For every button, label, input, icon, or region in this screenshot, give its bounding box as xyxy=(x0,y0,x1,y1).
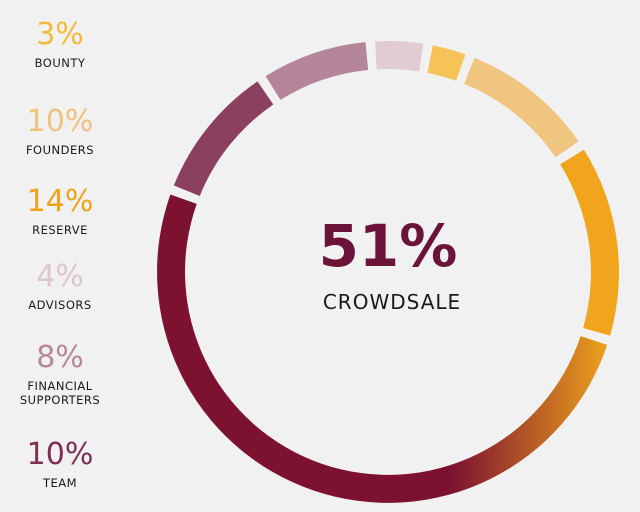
legend-item-reserve: 14% RESERVE xyxy=(0,184,120,238)
legend-value: 10% xyxy=(26,104,94,139)
legend-item-advisors: 4% ADVISORS xyxy=(0,259,120,313)
legend-item-financial-supporters: 8% FINANCIAL SUPPORTERS xyxy=(0,340,120,408)
legend-item-team: 10% TEAM xyxy=(0,437,120,491)
slice-financial-supporters xyxy=(265,42,369,100)
legend-label: ADVISORS xyxy=(28,298,92,312)
legend-label: BOUNTY xyxy=(34,56,86,70)
legend-value: 14% xyxy=(26,184,94,219)
slice-team xyxy=(173,81,274,196)
legend-label: FINANCIAL SUPPORTERS xyxy=(19,379,101,407)
legend-item-bounty: 3% BOUNTY xyxy=(0,17,120,71)
legend-value: 3% xyxy=(36,17,84,52)
slice-reserve xyxy=(560,149,619,336)
slice-bounty xyxy=(427,45,466,81)
donut-slices xyxy=(157,41,619,503)
legend-label: FOUNDERS xyxy=(25,143,95,157)
legend-item-founders: 10% FOUNDERS xyxy=(0,104,120,158)
chart-legend: 3% BOUNTY 10% FOUNDERS 14% RESERVE 4% AD… xyxy=(0,0,120,512)
legend-value: 10% xyxy=(26,437,94,472)
legend-value: 4% xyxy=(36,259,84,294)
slice-founders xyxy=(464,57,579,158)
legend-label: RESERVE xyxy=(32,223,88,237)
legend-value: 8% xyxy=(36,340,84,375)
center-value: 51% xyxy=(319,212,458,280)
legend-label: TEAM xyxy=(42,476,78,490)
slice-advisors xyxy=(375,41,424,72)
center-label: CROWDSALE xyxy=(323,290,461,314)
